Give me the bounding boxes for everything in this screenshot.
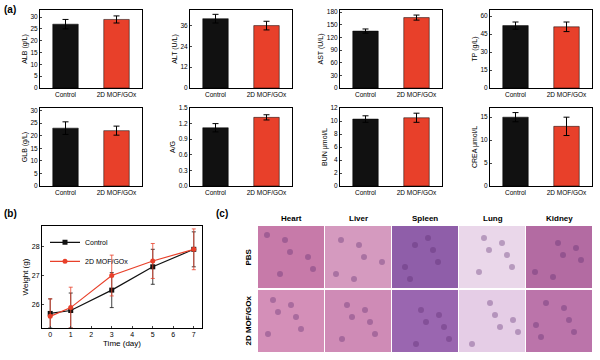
svg-text:(b): (b) — [4, 208, 17, 219]
svg-text:Control: Control — [505, 189, 527, 196]
svg-text:30: 30 — [30, 13, 38, 20]
svg-text:Control: Control — [505, 91, 527, 98]
svg-text:2D MOF/GOx: 2D MOF/GOx — [244, 296, 253, 346]
svg-text:5: 5 — [34, 72, 38, 79]
svg-text:60: 60 — [330, 59, 338, 66]
svg-text:1.2: 1.2 — [179, 120, 188, 127]
svg-text:BUN μmol/L: BUN μmol/L — [321, 128, 329, 166]
svg-text:2D MOF/GOx: 2D MOF/GOx — [97, 91, 137, 98]
svg-text:CREA μmol/L: CREA μmol/L — [471, 126, 479, 168]
svg-text:0: 0 — [334, 84, 338, 91]
svg-text:24: 24 — [180, 43, 188, 50]
svg-text:2: 2 — [334, 169, 338, 176]
svg-text:Kidney: Kidney — [546, 214, 573, 223]
svg-text:Control: Control — [355, 189, 377, 196]
svg-text:Weight (g): Weight (g) — [21, 258, 30, 295]
svg-text:GLB (g/L): GLB (g/L) — [21, 132, 29, 162]
svg-text:AST (U/L): AST (U/L) — [317, 34, 325, 65]
svg-text:2D MOF/GOx: 2D MOF/GOx — [85, 258, 128, 265]
svg-text:0.9: 0.9 — [179, 135, 188, 142]
svg-text:Control: Control — [205, 91, 227, 98]
svg-text:10: 10 — [330, 117, 338, 124]
svg-text:Spleen: Spleen — [412, 214, 438, 223]
svg-text:150: 150 — [327, 21, 338, 28]
svg-text:27: 27 — [32, 272, 40, 279]
svg-text:2D MOF/GOx: 2D MOF/GOx — [247, 189, 287, 196]
svg-text:ALB (g/L): ALB (g/L) — [21, 34, 29, 64]
svg-text:120: 120 — [327, 34, 338, 41]
svg-text:8: 8 — [334, 130, 338, 137]
svg-text:10: 10 — [30, 61, 38, 68]
svg-text:1: 1 — [69, 331, 73, 338]
svg-text:(c): (c) — [216, 208, 228, 219]
svg-text:4: 4 — [130, 331, 134, 338]
svg-text:10: 10 — [480, 136, 488, 143]
svg-text:20: 20 — [30, 132, 38, 139]
svg-text:Lung: Lung — [483, 214, 503, 223]
svg-text:7: 7 — [192, 331, 196, 338]
svg-text:Control: Control — [55, 189, 77, 196]
svg-text:15: 15 — [30, 145, 38, 152]
svg-text:12: 12 — [330, 104, 338, 111]
svg-text:0.0: 0.0 — [179, 182, 188, 189]
svg-text:0: 0 — [184, 84, 188, 91]
svg-text:Time (day): Time (day) — [103, 339, 141, 348]
svg-text:60: 60 — [480, 12, 488, 19]
svg-text:12: 12 — [180, 63, 188, 70]
svg-text:15: 15 — [30, 49, 38, 56]
svg-text:6: 6 — [334, 143, 338, 150]
svg-text:6: 6 — [171, 331, 175, 338]
svg-text:5: 5 — [484, 159, 488, 166]
svg-text:30: 30 — [330, 72, 338, 79]
svg-text:TP (g/L): TP (g/L) — [471, 36, 479, 61]
svg-text:5: 5 — [151, 331, 155, 338]
svg-text:180: 180 — [327, 8, 338, 15]
svg-text:15: 15 — [480, 113, 488, 120]
svg-text:A/G: A/G — [169, 141, 176, 153]
svg-text:0.3: 0.3 — [179, 167, 188, 174]
svg-text:Control: Control — [205, 189, 227, 196]
svg-text:0: 0 — [484, 182, 488, 189]
svg-text:45: 45 — [480, 30, 488, 37]
svg-text:4: 4 — [334, 156, 338, 163]
svg-text:5: 5 — [34, 170, 38, 177]
svg-text:30: 30 — [30, 107, 38, 114]
svg-text:90: 90 — [330, 46, 338, 53]
svg-text:(a): (a) — [4, 4, 16, 15]
svg-text:0: 0 — [334, 182, 338, 189]
svg-text:2D MOF/GOx: 2D MOF/GOx — [97, 189, 137, 196]
svg-text:3: 3 — [110, 331, 114, 338]
svg-text:36: 36 — [180, 22, 188, 29]
svg-text:Heart: Heart — [281, 214, 302, 223]
svg-text:25: 25 — [30, 25, 38, 32]
svg-text:2: 2 — [89, 331, 93, 338]
svg-text:0: 0 — [34, 84, 38, 91]
svg-text:26: 26 — [32, 301, 40, 308]
svg-text:10: 10 — [30, 157, 38, 164]
svg-text:15: 15 — [480, 66, 488, 73]
svg-text:Control: Control — [85, 239, 108, 246]
svg-text:2D MOF/GOx: 2D MOF/GOx — [547, 91, 587, 98]
svg-text:2D MOF/GOx: 2D MOF/GOx — [397, 189, 437, 196]
svg-text:30: 30 — [480, 48, 488, 55]
svg-text:25: 25 — [30, 119, 38, 126]
svg-text:Liver: Liver — [349, 214, 368, 223]
svg-text:1.5: 1.5 — [179, 104, 188, 111]
svg-text:28: 28 — [32, 243, 40, 250]
svg-text:0: 0 — [484, 84, 488, 91]
svg-text:2D MOF/GOx: 2D MOF/GOx — [397, 91, 437, 98]
svg-text:Control: Control — [55, 91, 77, 98]
svg-text:2D MOF/GOx: 2D MOF/GOx — [547, 189, 587, 196]
svg-text:2D MOF/GOx: 2D MOF/GOx — [247, 91, 287, 98]
svg-text:Control: Control — [355, 91, 377, 98]
svg-text:PBS: PBS — [244, 248, 253, 265]
svg-text:ALT (U/L): ALT (U/L) — [171, 34, 179, 64]
svg-text:0: 0 — [34, 182, 38, 189]
svg-text:0: 0 — [48, 331, 52, 338]
svg-text:0.6: 0.6 — [179, 151, 188, 158]
svg-text:20: 20 — [30, 37, 38, 44]
